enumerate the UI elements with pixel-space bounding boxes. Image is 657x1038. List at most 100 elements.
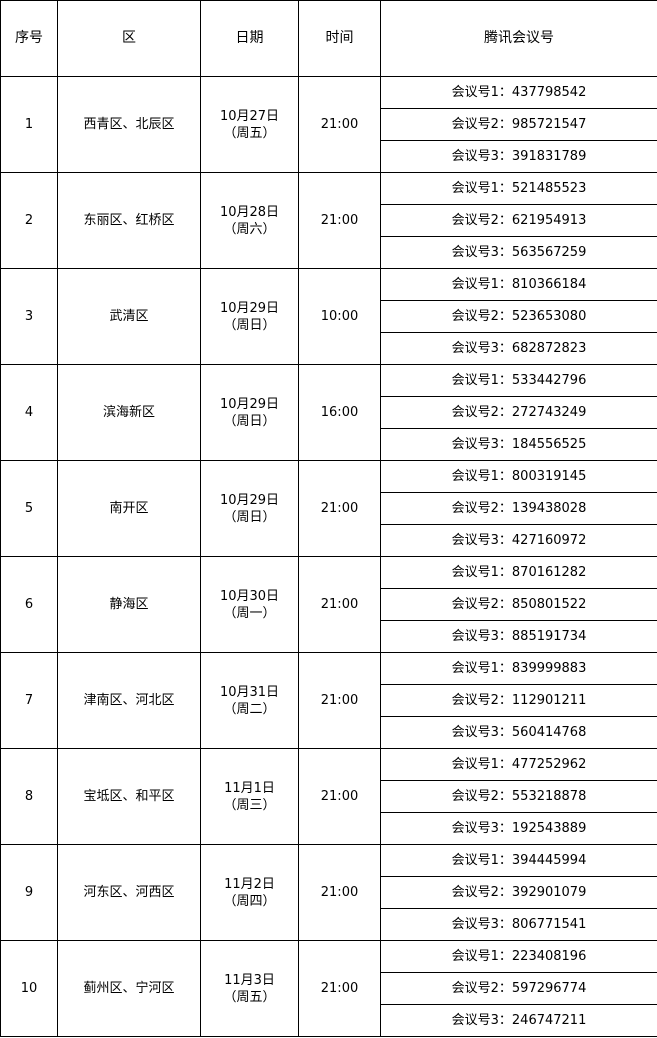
time-cell: 21:00 (298, 556, 381, 653)
table-row: 会议号3：391831789 (1, 140, 657, 173)
weekday-text: （周二） (223, 701, 276, 717)
meeting-id-cell: 会议号2：139438028 (380, 492, 657, 525)
table-row: 会议号3：682872823 (1, 332, 657, 365)
date-text: 10月27日 (219, 108, 280, 124)
table-row: 5 南开区 10月29日 （周日） 21:00 会议号1：800319145 (0, 460, 657, 557)
district-cell: 西青区、北辰区 (57, 76, 201, 173)
header-meeting-id: 腾讯会议号 (380, 0, 657, 77)
district-cell: 南开区 (57, 460, 201, 557)
table-row: 会议号3：560414768 (1, 716, 657, 749)
table-row: 10 蓟州区、宁河区 11月3日 （周五） 21:00 会议号1：223408196 (0, 940, 657, 1037)
date-text: 10月31日 (219, 684, 280, 700)
date-text: 10月29日 (219, 300, 280, 316)
time-cell: 21:00 (298, 460, 381, 557)
meeting-id-cell: 会议号3：184556525 (380, 428, 657, 461)
time-cell: 21:00 (298, 172, 381, 269)
table-row: 会议号2：553218878 (1, 780, 657, 813)
meeting-id-cell: 会议号1：477252962 (380, 748, 657, 781)
time-cell: 10:00 (298, 268, 381, 365)
date-cell: 10月30日 （周一） (200, 556, 299, 653)
meeting-id-cell: 会议号1：223408196 (380, 940, 657, 973)
header-district: 区 (57, 0, 201, 77)
table-row: 会议号2：985721547 (1, 108, 657, 141)
row-number: 4 (0, 364, 58, 461)
district-cell: 津南区、河北区 (57, 652, 201, 749)
header-no: 序号 (0, 0, 58, 77)
district-cell: 宝坻区、和平区 (57, 748, 201, 845)
date-cell: 10月29日 （周日） (200, 268, 299, 365)
time-cell: 21:00 (298, 844, 381, 941)
weekday-text: （周日） (223, 413, 276, 429)
date-cell: 10月29日 （周日） (200, 364, 299, 461)
table-row: 7 津南区、河北区 10月31日 （周二） 21:00 会议号1：839999883 (0, 652, 657, 749)
district-cell: 蓟州区、宁河区 (57, 940, 201, 1037)
table-row: 会议号2：112901211 (1, 684, 657, 717)
meeting-id-cell: 会议号3：806771541 (380, 908, 657, 941)
date-text: 10月28日 (219, 204, 280, 220)
meeting-id-cell: 会议号3：560414768 (380, 716, 657, 749)
meeting-id-cell: 会议号1：810366184 (380, 268, 657, 301)
meeting-id-cell: 会议号3：192543889 (380, 812, 657, 845)
district-cell: 静海区 (57, 556, 201, 653)
weekday-text: （周五） (223, 125, 276, 141)
meeting-id-cell: 会议号3：427160972 (380, 524, 657, 557)
meeting-id-cell: 会议号1：521485523 (380, 172, 657, 205)
meeting-id-cell: 会议号2：272743249 (380, 396, 657, 429)
meeting-id-cell: 会议号1：437798542 (380, 76, 657, 109)
meeting-id-cell: 会议号2：985721547 (380, 108, 657, 141)
district-cell: 东丽区、红桥区 (57, 172, 201, 269)
time-cell: 21:00 (298, 652, 381, 749)
meeting-id-cell: 会议号2：112901211 (380, 684, 657, 717)
table-row: 会议号2：523653080 (1, 300, 657, 333)
date-text: 11月3日 (224, 972, 275, 988)
date-text: 10月29日 (219, 396, 280, 412)
date-cell: 11月2日 （周四） (200, 844, 299, 941)
row-number: 6 (0, 556, 58, 653)
meeting-id-cell: 会议号2：621954913 (380, 204, 657, 237)
meeting-id-cell: 会议号2：553218878 (380, 780, 657, 813)
table-row: 会议号2：850801522 (1, 588, 657, 621)
meeting-id-cell: 会议号1：870161282 (380, 556, 657, 589)
time-cell: 21:00 (298, 76, 381, 173)
meeting-id-cell: 会议号1：800319145 (380, 460, 657, 493)
meeting-id-cell: 会议号2：850801522 (380, 588, 657, 621)
date-text: 11月1日 (224, 780, 275, 796)
table-row: 会议号3：184556525 (1, 428, 657, 461)
row-number: 1 (0, 76, 58, 173)
meeting-id-cell: 会议号1：394445994 (380, 844, 657, 877)
row-number: 10 (0, 940, 58, 1037)
table-row: 会议号3：563567259 (1, 236, 657, 269)
table-row: 会议号2：272743249 (1, 396, 657, 429)
table-row: 会议号3：427160972 (1, 524, 657, 557)
weekday-text: （周四） (223, 893, 276, 909)
date-cell: 11月3日 （周五） (200, 940, 299, 1037)
date-text: 10月30日 (219, 588, 280, 604)
table-row: 会议号3：246747211 (1, 1004, 657, 1037)
meeting-id-cell: 会议号3：885191734 (380, 620, 657, 653)
header-row: 序号 区 日期 时间 腾讯会议号 (0, 0, 657, 77)
header-date: 日期 (200, 0, 299, 77)
date-cell: 10月29日 （周日） (200, 460, 299, 557)
row-number: 5 (0, 460, 58, 557)
table-row: 8 宝坻区、和平区 11月1日 （周三） 21:00 会议号1：477252962 (0, 748, 657, 845)
weekday-text: （周五） (223, 989, 276, 1005)
table-row: 会议号2：392901079 (1, 876, 657, 909)
table-row: 3 武清区 10月29日 （周日） 10:00 会议号1：810366184 (0, 268, 657, 365)
row-number: 2 (0, 172, 58, 269)
date-cell: 11月1日 （周三） (200, 748, 299, 845)
table-row: 9 河东区、河西区 11月2日 （周四） 21:00 会议号1：394445994 (0, 844, 657, 941)
date-text: 10月29日 (219, 492, 280, 508)
header-time: 时间 (298, 0, 381, 77)
date-cell: 10月28日 （周六） (200, 172, 299, 269)
time-cell: 16:00 (298, 364, 381, 461)
meeting-id-cell: 会议号3：563567259 (380, 236, 657, 269)
date-cell: 10月31日 （周二） (200, 652, 299, 749)
district-cell: 武清区 (57, 268, 201, 365)
time-cell: 21:00 (298, 748, 381, 845)
meeting-id-cell: 会议号2：523653080 (380, 300, 657, 333)
weekday-text: （周一） (223, 605, 276, 621)
meeting-id-cell: 会议号3：246747211 (380, 1004, 657, 1037)
date-cell: 10月27日 （周五） (200, 76, 299, 173)
weekday-text: （周三） (223, 797, 276, 813)
